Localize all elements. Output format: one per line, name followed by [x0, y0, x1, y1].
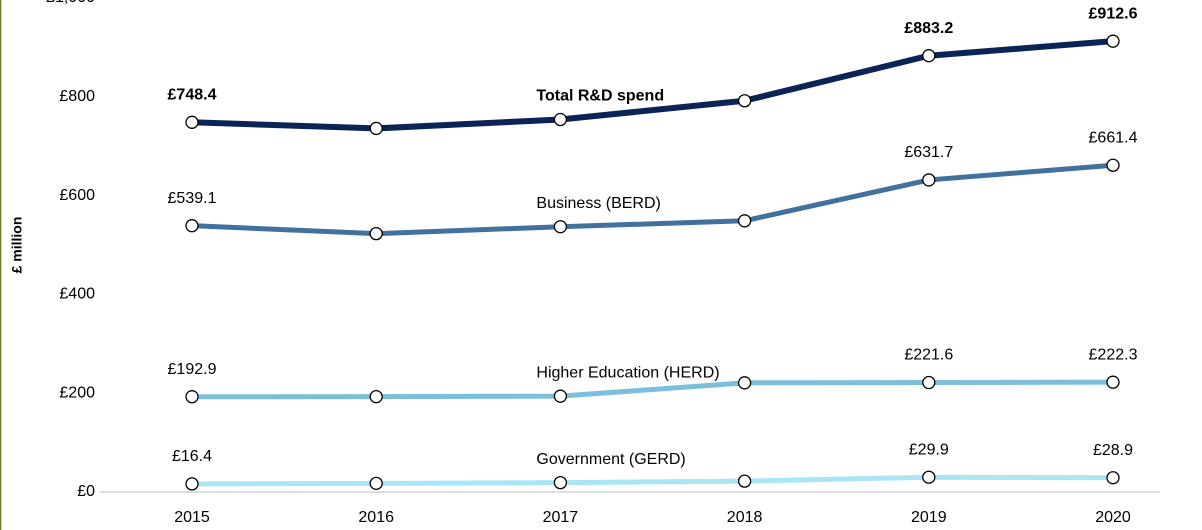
- value-label: £661.4: [1089, 129, 1138, 146]
- point: [185, 390, 199, 404]
- point: [737, 376, 752, 390]
- point: [185, 115, 199, 129]
- series-label: Total R&D spend: [536, 88, 664, 105]
- x-tick-label: 2016: [358, 509, 394, 526]
- point: [922, 375, 936, 390]
- point: [922, 49, 936, 63]
- x-tick-label: 2017: [543, 509, 579, 526]
- y-axis-label: £ million: [9, 217, 25, 274]
- series-label: Business (BERD): [536, 195, 660, 212]
- series-line: [191, 379, 1114, 400]
- value-label: £221.6: [904, 347, 953, 364]
- value-label: £631.7: [904, 144, 953, 161]
- point: [553, 389, 568, 403]
- y-tick-label: £200: [59, 384, 95, 401]
- point: [369, 121, 383, 136]
- x-tick-label: 2015: [174, 509, 210, 526]
- series-label: Government (GERD): [536, 451, 685, 468]
- point: [369, 476, 383, 491]
- point: [185, 219, 199, 233]
- y-tick-label: £400: [59, 286, 95, 303]
- point: [922, 470, 936, 484]
- value-label: £192.9: [168, 361, 217, 378]
- value-label: £539.1: [168, 190, 217, 207]
- value-label: £28.9: [1093, 442, 1133, 459]
- value-label: £748.4: [168, 87, 217, 104]
- x-tick-label: 2018: [727, 509, 763, 526]
- y-tick-label: £800: [59, 88, 95, 105]
- point: [553, 475, 568, 490]
- point: [737, 214, 752, 228]
- series-line: [191, 474, 1114, 487]
- value-label: £912.6: [1089, 5, 1138, 22]
- value-label: £222.3: [1089, 346, 1138, 363]
- point: [1106, 158, 1120, 172]
- point: [185, 477, 199, 491]
- point: [369, 226, 383, 241]
- point: [1106, 34, 1120, 48]
- point: [922, 173, 936, 187]
- y-tick-label: £1,000: [46, 0, 95, 6]
- point: [553, 112, 568, 127]
- point: [553, 220, 568, 234]
- point: [1106, 471, 1120, 485]
- point: [737, 474, 752, 488]
- point: [737, 94, 752, 108]
- value-label: £883.2: [904, 20, 953, 37]
- series-line: [191, 162, 1114, 237]
- value-label: £29.9: [909, 441, 949, 458]
- x-tick-label: 2019: [911, 509, 947, 526]
- value-label: £16.4: [172, 448, 212, 465]
- y-tick-label: £600: [59, 187, 95, 204]
- point: [369, 390, 383, 404]
- point: [1106, 375, 1120, 389]
- series-label: Higher Education (HERD): [536, 364, 719, 381]
- series-line: [191, 38, 1114, 132]
- y-tick-label: £0: [77, 483, 95, 500]
- x-tick-label: 2020: [1095, 509, 1131, 526]
